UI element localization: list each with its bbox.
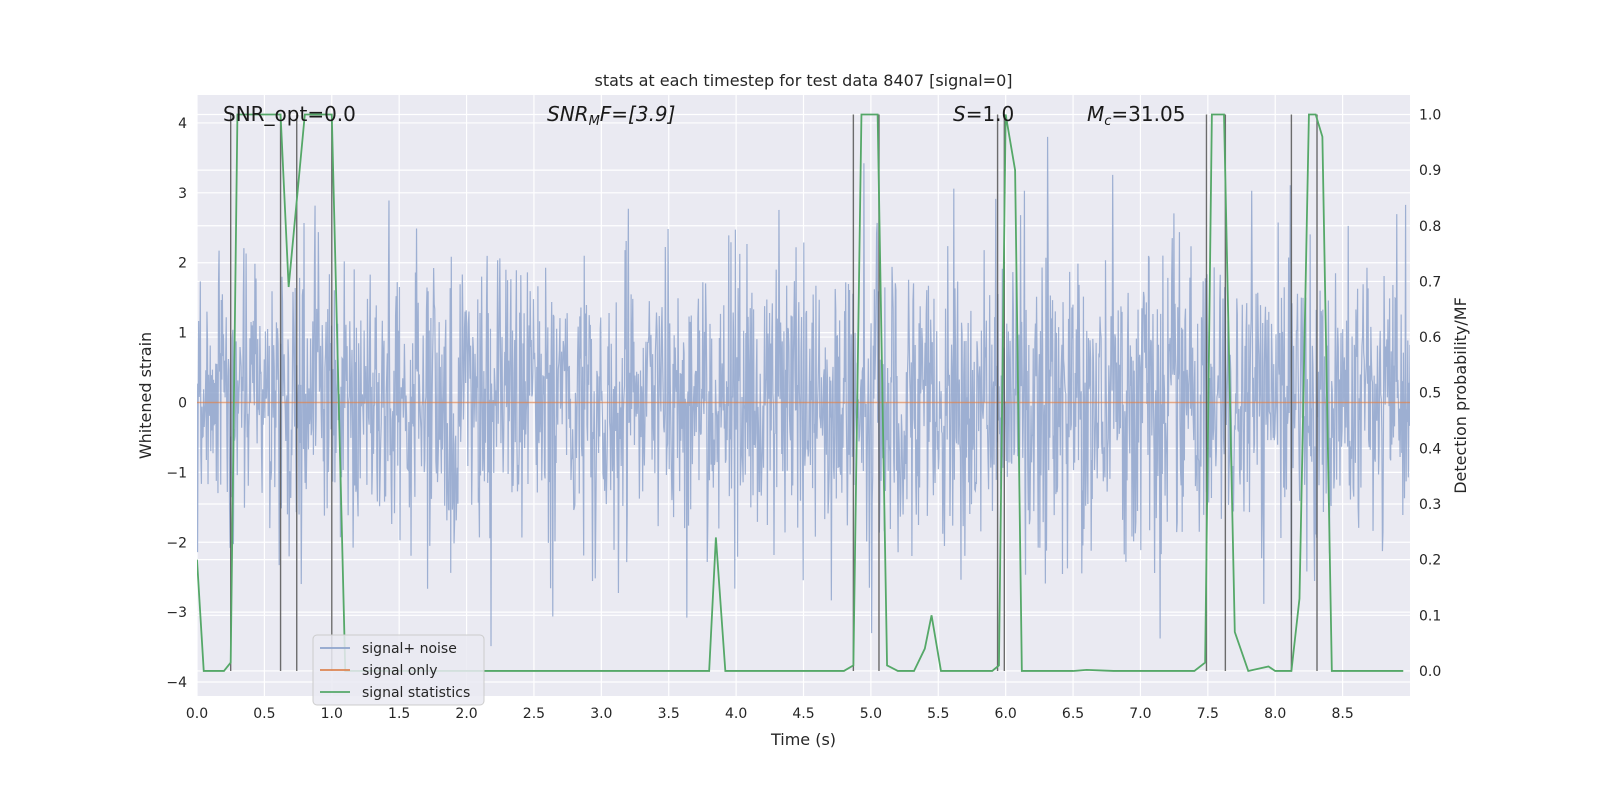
x-tick-label-0: 0.0	[186, 706, 208, 722]
y2-tick-label-10: 1.0	[1419, 107, 1441, 123]
x-axis-label: Time (s)	[770, 730, 836, 749]
x-tick-label-7: 3.5	[658, 706, 680, 722]
y2-tick-label-4: 0.4	[1419, 441, 1441, 457]
annotation-s-base: S	[953, 102, 966, 126]
legend-entry-signal-plus-noise: signal+ noise	[362, 641, 457, 657]
annotation-mc-sub: c	[1104, 114, 1111, 129]
y2-tick-label-8: 0.8	[1419, 219, 1441, 235]
legend-entry-signal-statistics: signal statistics	[362, 685, 470, 701]
x-tick-label-15: 7.5	[1197, 706, 1219, 722]
y-tick-label-0: −4	[166, 675, 187, 691]
annotation-mc-base: M	[1087, 102, 1104, 126]
x-tick-label-13: 6.5	[1062, 706, 1084, 722]
series-signal-statistics	[197, 113, 1404, 673]
plot-area	[197, 113, 1410, 673]
y-tick-label-3: −1	[166, 465, 187, 481]
x-tick-label-12: 6.0	[995, 706, 1017, 722]
x-tick-label-5: 2.5	[523, 706, 545, 722]
x-tick-label-3: 1.5	[388, 706, 410, 722]
y2-tick-label-9: 0.9	[1419, 163, 1441, 179]
annotation-mc-rest: =31.05	[1111, 102, 1185, 126]
x-tick-label-11: 5.5	[927, 706, 949, 722]
y2-axis-ticks: 0.0 0.1 0.2 0.3 0.4 0.5 0.6 0.7 0.8 0.9 1.0	[1419, 107, 1441, 679]
x-tick-label-4: 2.0	[455, 706, 477, 722]
y-tick-label-1: −3	[166, 605, 187, 621]
annotation-snr-opt: SNR_opt=0.0	[223, 102, 356, 126]
y-tick-label-8: 4	[178, 116, 187, 132]
y-axis-ticks: −4 −3 −2 −1 0 1 2 3 4	[166, 116, 187, 691]
y-tick-label-2: −2	[166, 535, 187, 551]
annotation-snr-mf-rest: F=[3.9]	[600, 102, 676, 126]
y-tick-label-4: 0	[178, 395, 187, 411]
y2-tick-label-0: 0.0	[1419, 664, 1441, 680]
chart-title: stats at each timestep for test data 840…	[594, 71, 1012, 90]
annotation-mc: Mc=31.05	[1087, 102, 1185, 129]
y2-tick-label-5: 0.5	[1419, 386, 1441, 402]
annotation-s-rest: =1.0	[966, 102, 1015, 126]
x-tick-label-6: 3.0	[590, 706, 612, 722]
y2-tick-label-3: 0.3	[1419, 497, 1441, 513]
y-tick-label-6: 2	[178, 256, 187, 272]
annotation-s: S=1.0	[953, 102, 1014, 126]
y-tick-label-5: 1	[178, 326, 187, 342]
annotation-snr-mf-sub: M	[589, 114, 600, 129]
legend-entry-signal-only: signal only	[362, 663, 437, 679]
y2-tick-label-1: 0.1	[1419, 608, 1441, 624]
x-axis-ticks: 0.0 0.5 1.0 1.5 2.0 2.5 3.0 3.5 4.0 4.5 5.0 5.5 6.0 6…	[186, 706, 1354, 722]
legend: signal+ noise signal only signal statist…	[312, 634, 485, 706]
y2-tick-label-6: 0.6	[1419, 330, 1441, 346]
y-tick-label-7: 3	[178, 186, 187, 202]
x-tick-label-17: 8.5	[1331, 706, 1353, 722]
annotation-snr-mf-base: SNR	[547, 102, 589, 126]
x-tick-label-1: 0.5	[253, 706, 275, 722]
x-tick-label-8: 4.0	[725, 706, 747, 722]
x-tick-label-10: 5.0	[860, 706, 882, 722]
x-tick-label-14: 7.0	[1129, 706, 1151, 722]
series-signal-plus-noise	[197, 136, 1410, 647]
y-axis-label: Whitened strain	[136, 332, 155, 459]
y2-tick-label-7: 0.7	[1419, 274, 1441, 290]
y2-tick-label-2: 0.2	[1419, 553, 1441, 569]
y2-axis-label: Detection probability/MF	[1451, 297, 1470, 494]
x-tick-label-16: 8.0	[1264, 706, 1286, 722]
annotation-snr-mf: SNRMF=[3.9]	[547, 102, 675, 129]
x-tick-label-9: 4.5	[792, 706, 814, 722]
legend-box	[312, 634, 485, 706]
x-tick-label-2: 1.0	[321, 706, 343, 722]
